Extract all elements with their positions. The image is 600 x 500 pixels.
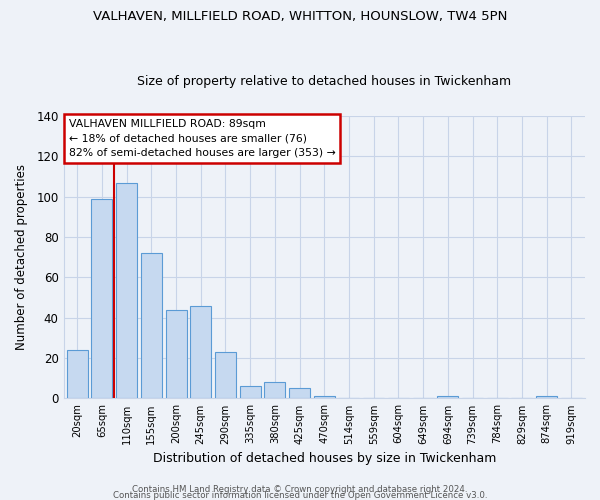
X-axis label: Distribution of detached houses by size in Twickenham: Distribution of detached houses by size … bbox=[152, 452, 496, 465]
Bar bbox=[239, 386, 260, 398]
Bar bbox=[67, 350, 88, 399]
Bar bbox=[314, 396, 335, 398]
Title: Size of property relative to detached houses in Twickenham: Size of property relative to detached ho… bbox=[137, 76, 511, 88]
Bar bbox=[536, 396, 557, 398]
Text: Contains public sector information licensed under the Open Government Licence v3: Contains public sector information licen… bbox=[113, 491, 487, 500]
Bar bbox=[437, 396, 458, 398]
Bar bbox=[166, 310, 187, 398]
Bar bbox=[289, 388, 310, 398]
Bar bbox=[141, 253, 162, 398]
Text: Contains HM Land Registry data © Crown copyright and database right 2024.: Contains HM Land Registry data © Crown c… bbox=[132, 485, 468, 494]
Bar bbox=[265, 382, 286, 398]
Bar bbox=[91, 199, 112, 398]
Bar bbox=[116, 182, 137, 398]
Y-axis label: Number of detached properties: Number of detached properties bbox=[15, 164, 28, 350]
Bar bbox=[190, 306, 211, 398]
Text: VALHAVEN, MILLFIELD ROAD, WHITTON, HOUNSLOW, TW4 5PN: VALHAVEN, MILLFIELD ROAD, WHITTON, HOUNS… bbox=[93, 10, 507, 23]
Text: VALHAVEN MILLFIELD ROAD: 89sqm
← 18% of detached houses are smaller (76)
82% of : VALHAVEN MILLFIELD ROAD: 89sqm ← 18% of … bbox=[69, 119, 335, 158]
Bar bbox=[215, 352, 236, 399]
